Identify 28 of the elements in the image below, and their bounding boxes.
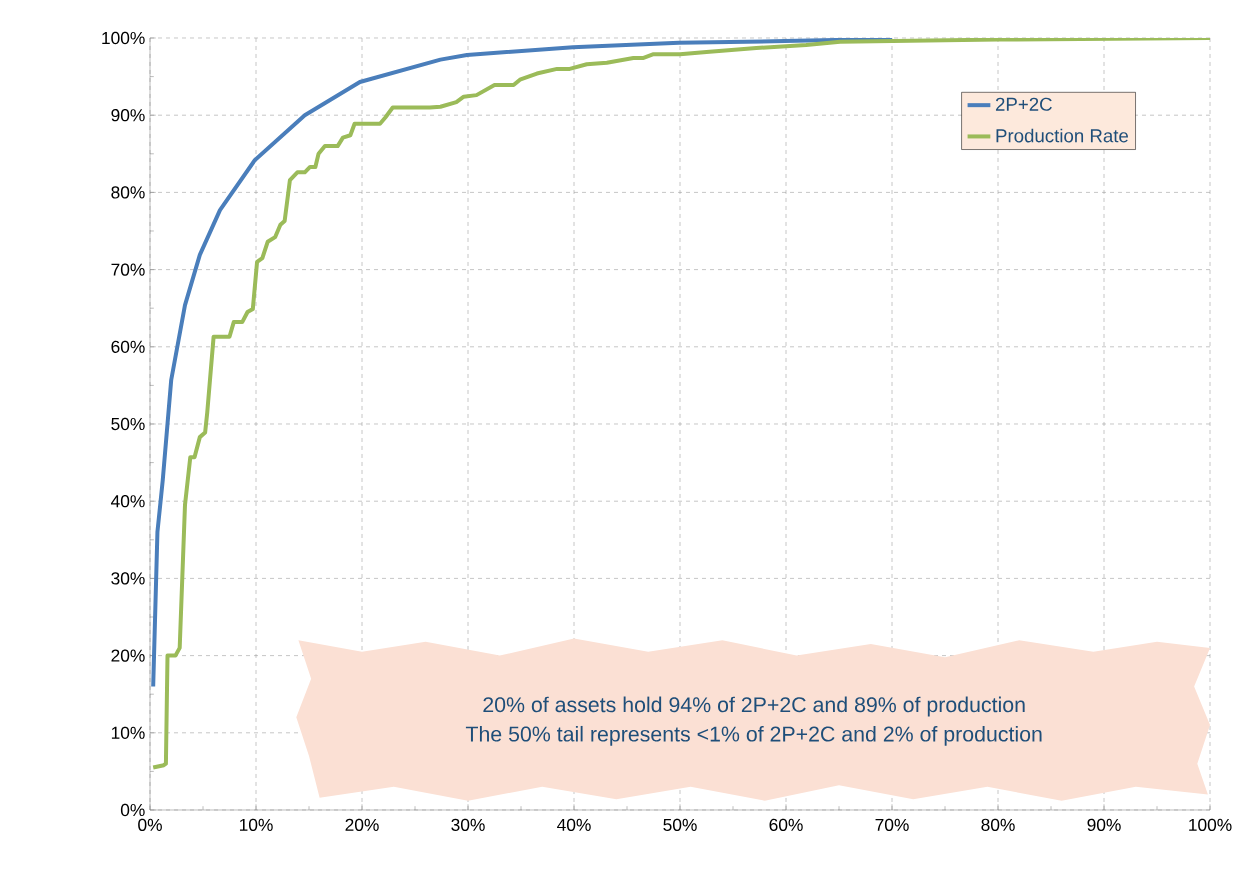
x-tick-label: 80% [981,818,1015,831]
legend-label: 2P+2C [995,97,1052,111]
x-tick-label: 100% [1189,818,1232,831]
y-tick-label: 10% [111,726,145,739]
x-tick-label: 90% [1087,818,1121,831]
x-tick-label: 50% [663,818,697,831]
y-tick-label: 70% [111,263,145,276]
annotation: The 50% tail represents <1% of 2P+2C and 2% of production [465,725,1042,746]
y-tick-label: 100% [102,31,145,45]
x-tick-label: 0% [138,818,162,831]
x-tick-label: 20% [345,818,379,831]
x-tick-label: 10% [239,818,273,831]
x-tick-label: 40% [557,818,591,831]
y-tick-label: 80% [111,186,145,199]
y-tick-label: 90% [111,109,145,122]
x-tick-label: 70% [875,818,909,831]
y-tick-label: 40% [111,495,145,508]
y-tick-label: 0% [120,803,145,817]
y-tick-label: 30% [111,572,145,585]
y-tick-label: 60% [111,340,145,353]
annotation: 20% of assets hold 94% of 2P+2C and 89% of production [483,696,1025,717]
legend-label: Production Rate [996,128,1129,143]
line-series [151,38,895,689]
x-tick-label: 30% [451,818,485,831]
y-tick-label: 50% [111,417,145,431]
y-tick-label: 20% [111,649,145,662]
x-tick-label: 60% [769,818,803,831]
line-series [151,38,1211,770]
